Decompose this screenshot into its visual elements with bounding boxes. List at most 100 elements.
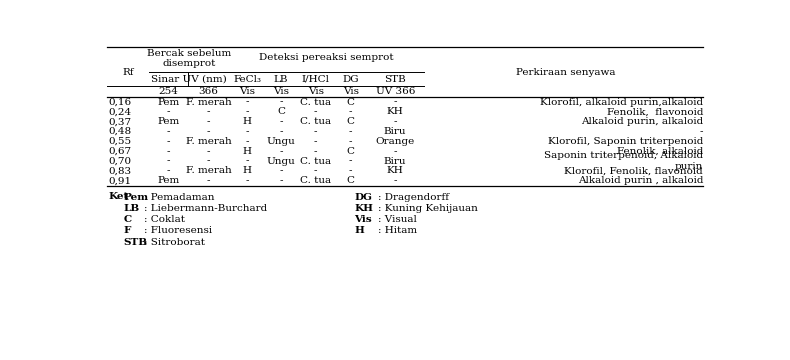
Text: 0,24: 0,24 — [109, 107, 132, 116]
Text: LB: LB — [123, 204, 140, 213]
Text: : Dragendorff: : Dragendorff — [378, 193, 449, 202]
Text: -: - — [246, 98, 249, 107]
Text: H: H — [243, 166, 252, 175]
Text: UV 366: UV 366 — [375, 87, 415, 96]
Text: F. merah: F. merah — [186, 166, 231, 175]
Text: -: - — [279, 176, 283, 185]
Text: Pem: Pem — [157, 98, 179, 107]
Text: Deteksi pereaksi semprot: Deteksi pereaksi semprot — [259, 53, 394, 62]
Text: : Visual: : Visual — [378, 215, 416, 224]
Text: -: - — [167, 147, 171, 156]
Text: Alkaloid purin, alkaloid: Alkaloid purin, alkaloid — [581, 117, 703, 126]
Text: Alkaloid purin , alkaloid: Alkaloid purin , alkaloid — [577, 176, 703, 185]
Text: STB: STB — [384, 75, 406, 84]
Text: : Coklat: : Coklat — [144, 215, 185, 224]
Text: Vis: Vis — [273, 87, 289, 96]
Text: 366: 366 — [198, 87, 218, 96]
Text: -: - — [349, 157, 352, 166]
Text: Orange: Orange — [375, 137, 415, 146]
Text: C. tua: C. tua — [300, 176, 331, 185]
Text: 0,55: 0,55 — [109, 137, 132, 146]
Text: : Hitam: : Hitam — [378, 226, 417, 235]
Text: -: - — [393, 147, 397, 156]
Text: -: - — [700, 127, 703, 136]
Text: F: F — [123, 226, 131, 235]
Text: Sinar UV (nm): Sinar UV (nm) — [151, 75, 227, 84]
Text: -: - — [279, 98, 283, 107]
Text: -: - — [207, 107, 210, 116]
Text: -: - — [279, 117, 283, 126]
Text: : Pemadaman: : Pemadaman — [144, 193, 214, 202]
Text: 0,91: 0,91 — [109, 176, 132, 185]
Text: Klorofil, alkaloid purin,alkaloid: Klorofil, alkaloid purin,alkaloid — [540, 98, 703, 107]
Text: C: C — [123, 215, 132, 224]
Text: -: - — [314, 166, 318, 175]
Text: : Fluoresensi: : Fluoresensi — [144, 226, 212, 235]
Text: Pem: Pem — [123, 193, 149, 202]
Text: Biru: Biru — [384, 127, 406, 136]
Text: C: C — [276, 107, 285, 116]
Text: Vis: Vis — [355, 215, 372, 224]
Text: -: - — [167, 107, 171, 116]
Text: Biru: Biru — [384, 157, 406, 166]
Text: -: - — [246, 107, 249, 116]
Text: -: - — [167, 137, 171, 146]
Text: Klorofil, Saponin triterpenoid: Klorofil, Saponin triterpenoid — [548, 137, 703, 146]
Text: STB: STB — [123, 238, 148, 247]
Text: -: - — [349, 137, 352, 146]
Text: C. tua: C. tua — [300, 157, 331, 166]
Text: -: - — [393, 176, 397, 185]
Text: -: - — [279, 147, 283, 156]
Text: F. merah: F. merah — [186, 98, 231, 107]
Text: Vis: Vis — [239, 87, 255, 96]
Text: Bercak sebelum
disemprot: Bercak sebelum disemprot — [147, 49, 231, 68]
Text: -: - — [279, 127, 283, 136]
Text: 0,70: 0,70 — [109, 157, 132, 166]
Text: -: - — [207, 147, 210, 156]
Text: -: - — [279, 166, 283, 175]
Text: F. merah: F. merah — [186, 137, 231, 146]
Text: -: - — [207, 157, 210, 166]
Text: Fenolik,  flavonoid: Fenolik, flavonoid — [607, 107, 703, 116]
Text: H: H — [243, 117, 252, 126]
Text: -: - — [207, 127, 210, 136]
Text: Vis: Vis — [308, 87, 324, 96]
Text: : Liebermann-Burchard: : Liebermann-Burchard — [144, 204, 267, 213]
Text: -: - — [314, 127, 318, 136]
Text: 0,16: 0,16 — [109, 98, 132, 107]
Text: -: - — [246, 176, 249, 185]
Text: Saponin triterpenoid, Alkaloid
purin: Saponin triterpenoid, Alkaloid purin — [544, 151, 703, 171]
Text: H: H — [355, 226, 364, 235]
Text: -: - — [314, 107, 318, 116]
Text: -: - — [314, 147, 318, 156]
Text: 0,67: 0,67 — [109, 147, 132, 156]
Text: -: - — [207, 117, 210, 126]
Text: 254: 254 — [159, 87, 179, 96]
Text: Ungu: Ungu — [266, 137, 295, 146]
Text: Rf: Rf — [122, 68, 134, 77]
Text: KH: KH — [355, 204, 374, 213]
Text: -: - — [207, 176, 210, 185]
Text: -: - — [393, 117, 397, 126]
Text: 0,37: 0,37 — [109, 117, 132, 126]
Text: I/HCl: I/HCl — [302, 75, 329, 84]
Text: DG: DG — [355, 193, 373, 202]
Text: C: C — [347, 98, 355, 107]
Text: -: - — [314, 137, 318, 146]
Text: 0,48: 0,48 — [109, 127, 132, 136]
Text: Ket: Ket — [109, 192, 129, 201]
Text: Pem: Pem — [157, 176, 179, 185]
Text: -: - — [349, 107, 352, 116]
Text: Ungu: Ungu — [266, 157, 295, 166]
Text: : Sitroborat: : Sitroborat — [144, 238, 205, 247]
Text: FeCl₃: FeCl₃ — [233, 75, 261, 84]
Text: Pem: Pem — [157, 117, 179, 126]
Text: -: - — [167, 127, 171, 136]
Text: H: H — [243, 147, 252, 156]
Text: -: - — [246, 127, 249, 136]
Text: Vis: Vis — [343, 87, 359, 96]
Text: : Kuning Kehijauan: : Kuning Kehijauan — [378, 204, 478, 213]
Text: Fenolik, alkaloid: Fenolik, alkaloid — [617, 147, 703, 156]
Text: 0,83: 0,83 — [109, 166, 132, 175]
Text: C. tua: C. tua — [300, 117, 331, 126]
